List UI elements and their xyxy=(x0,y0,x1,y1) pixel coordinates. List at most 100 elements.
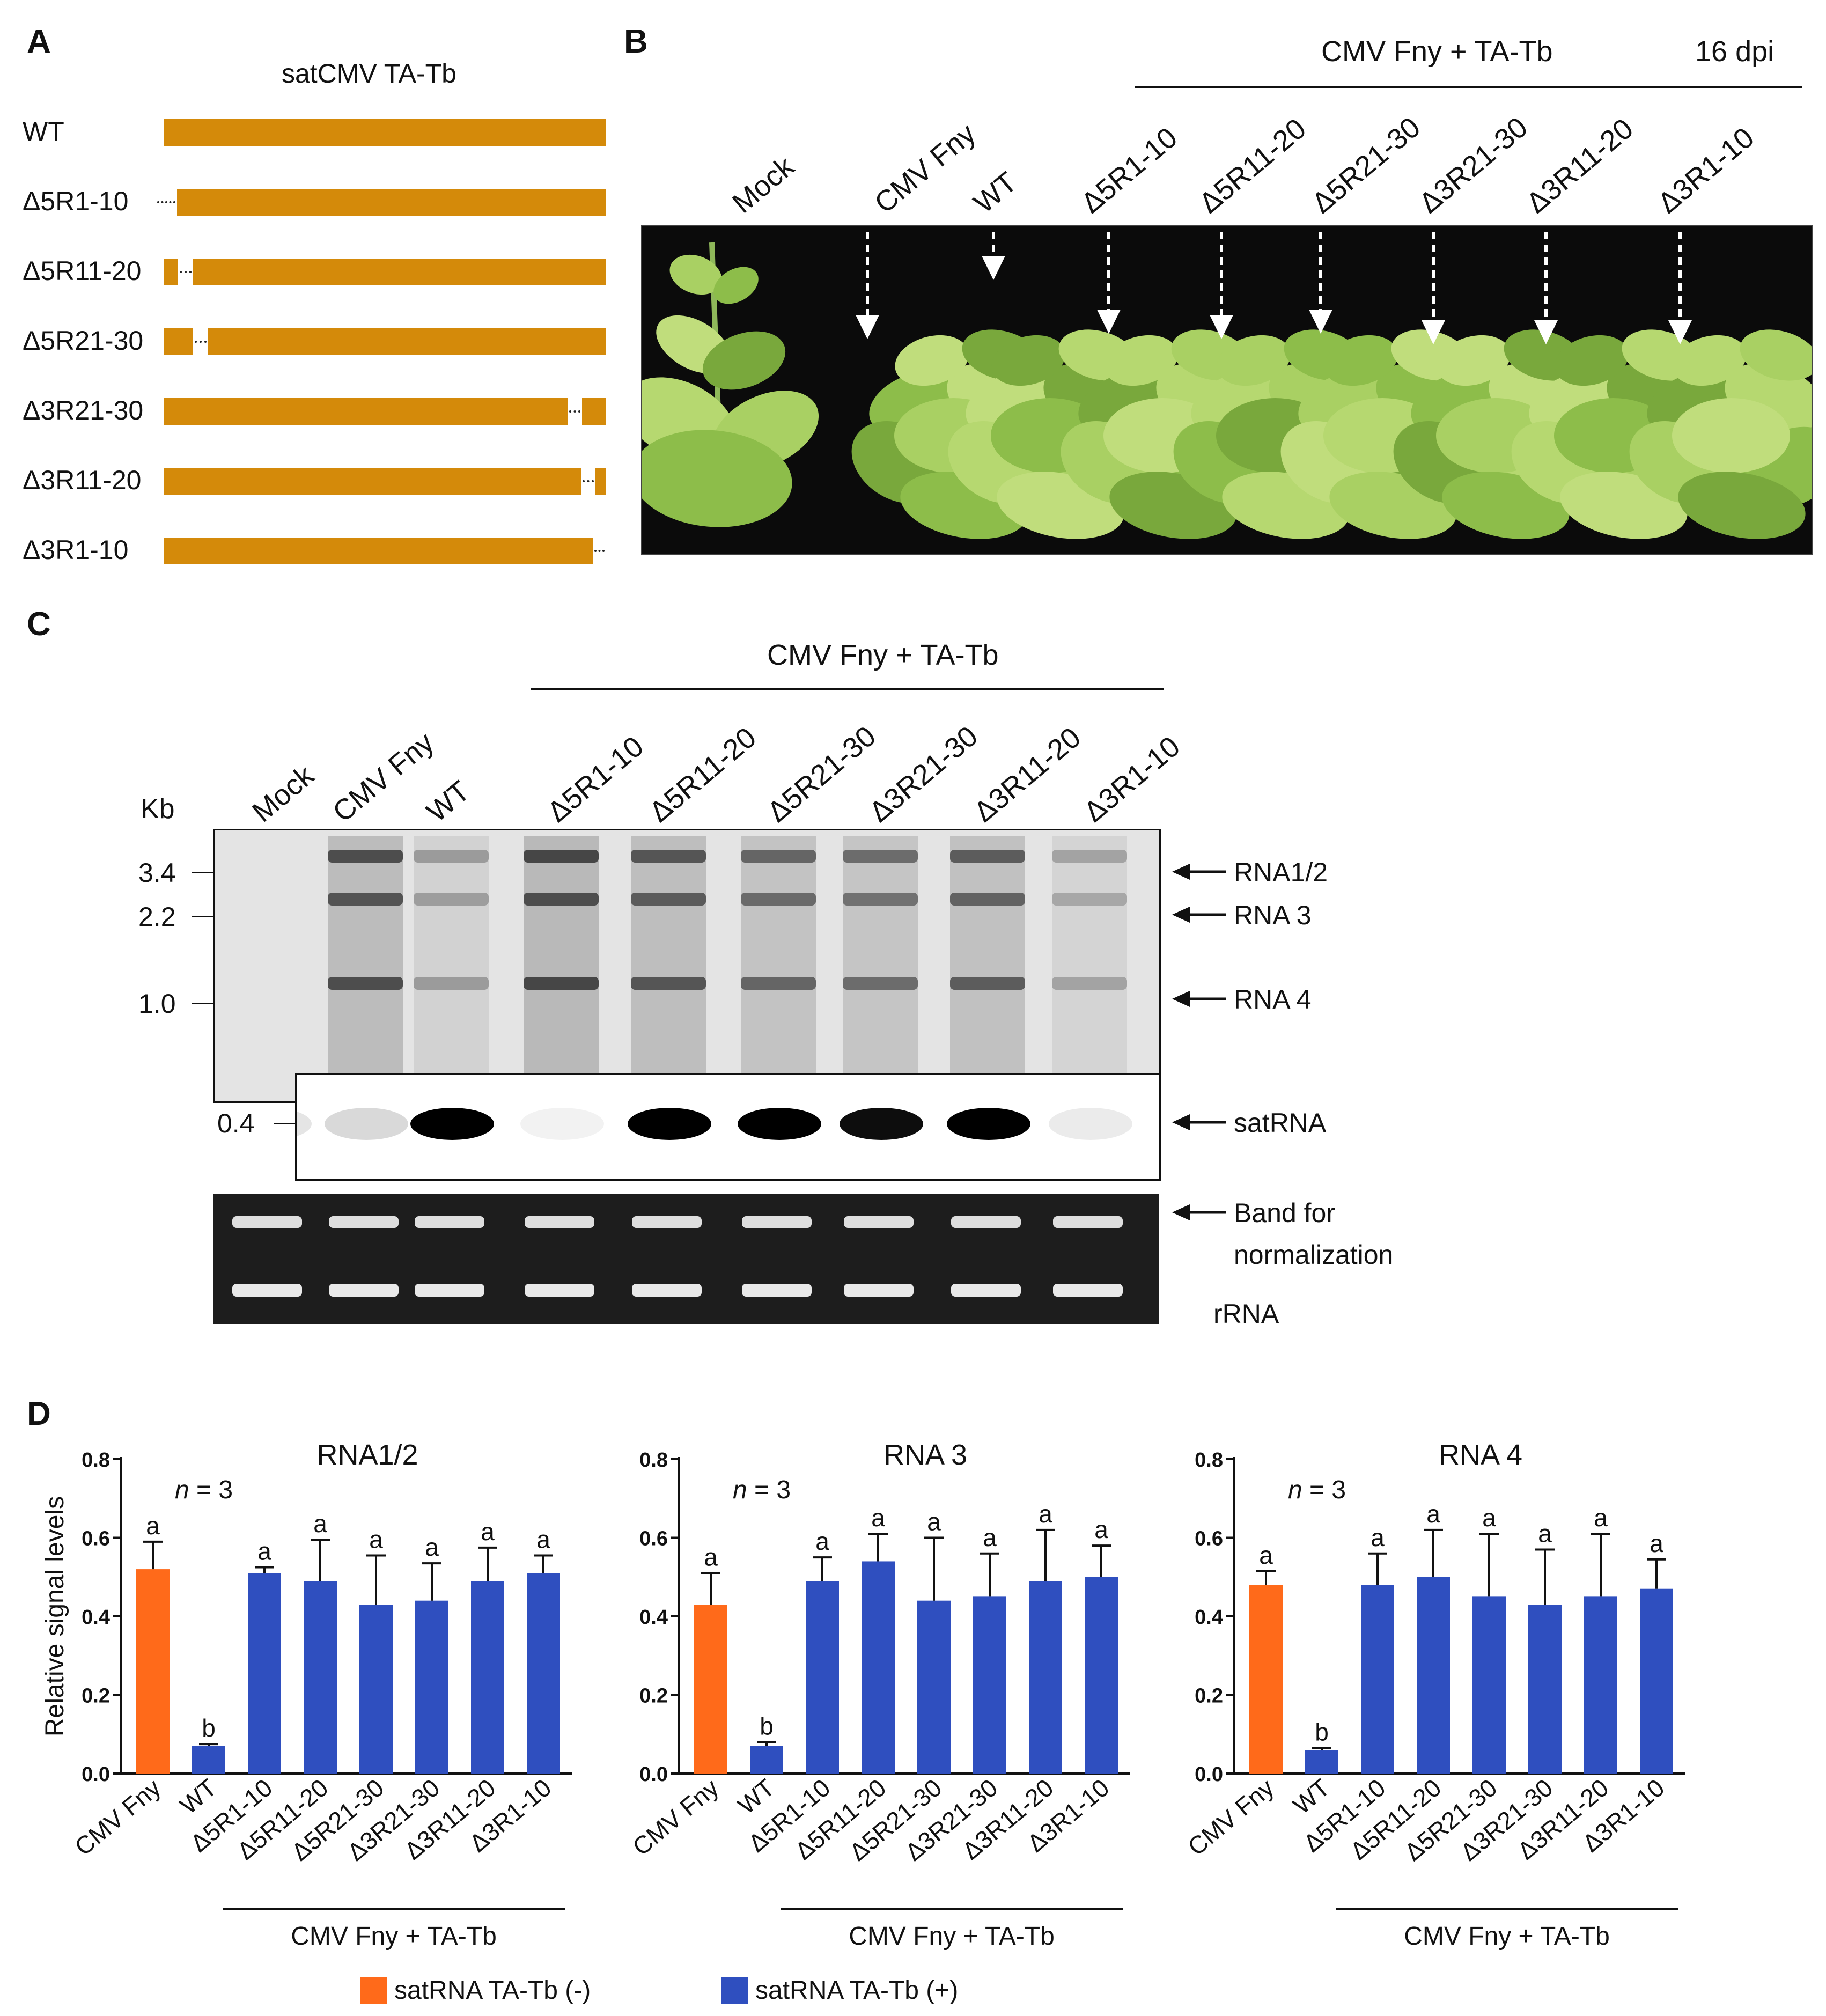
infected-leaf xyxy=(1324,335,1398,386)
significance-letter: a xyxy=(1538,1519,1552,1547)
significance-letter: a xyxy=(1426,1500,1440,1528)
rna-band xyxy=(414,977,489,990)
blot-lane-label-d5r1-10: Δ5R1-10 xyxy=(541,730,650,828)
category-label-cmv-fny: CMV Fny xyxy=(1182,1774,1279,1861)
significance-letter: a xyxy=(1482,1504,1496,1532)
blot-lane-label-mock: Mock xyxy=(246,759,320,829)
northern-blot-genomic-art xyxy=(328,836,1127,1093)
y-tick-label: 0.2 xyxy=(1195,1685,1223,1708)
plant-photo xyxy=(641,225,1813,555)
bar-d3r11-20 xyxy=(1584,1596,1617,1774)
lane-smear xyxy=(414,836,489,1093)
panel-b-group-line xyxy=(1135,86,1802,88)
lane-smear xyxy=(1052,836,1127,1093)
legend-label-plus: satRNA TA-Tb (+) xyxy=(755,1976,959,2005)
construct-bar-d5r11-20-1 xyxy=(193,259,606,285)
significance-letter: a xyxy=(257,1537,271,1565)
y-tick-label: 0.4 xyxy=(639,1606,668,1629)
legend-swatch-minus xyxy=(360,1977,387,2004)
marker-3-4: 3.4 xyxy=(138,858,176,888)
white-arrow-head xyxy=(1534,320,1558,344)
significance-letter: a xyxy=(1371,1524,1385,1551)
significance-letter: a xyxy=(536,1525,550,1553)
significance-letter: b xyxy=(1315,1718,1329,1746)
rrna-band-lower xyxy=(632,1284,702,1297)
blot-lane-label-wt: WT xyxy=(421,775,476,828)
satrna-band xyxy=(325,1108,408,1140)
chart-title: RNA1/2 xyxy=(316,1439,418,1471)
infected-leaf xyxy=(1673,335,1747,386)
rna-band xyxy=(950,893,1025,906)
legend-swatch-plus xyxy=(721,1977,748,2004)
y-tick-label: 0.8 xyxy=(82,1449,110,1471)
satrna-band xyxy=(947,1108,1030,1140)
y-tick-label: 0.4 xyxy=(1195,1606,1223,1629)
rrna-band-upper xyxy=(232,1216,302,1228)
rrna-band-upper xyxy=(951,1216,1021,1228)
white-arrow-head xyxy=(982,256,1005,280)
bar-d3r1-10 xyxy=(1640,1588,1673,1774)
rna-band xyxy=(328,893,403,906)
photo-lane-label-d3r21-30: Δ3R21-30 xyxy=(1413,111,1534,219)
y-tick-label: 0.8 xyxy=(1195,1449,1223,1471)
rna-band xyxy=(524,977,599,990)
significance-letter: a xyxy=(481,1518,495,1546)
northern-blot-genomic xyxy=(213,829,1161,1103)
mock-leaf xyxy=(642,430,792,527)
satrna-band xyxy=(297,1111,312,1137)
band-label-rna4: RNA 4 xyxy=(1234,984,1312,1014)
n-label-rest: = 3 xyxy=(747,1476,791,1504)
marker-tick-0-4 xyxy=(274,1123,295,1124)
rrna-band-lower xyxy=(525,1284,594,1297)
construct-label-d3r1-10: Δ3R1-10 xyxy=(23,535,129,565)
y-tick-label: 0.4 xyxy=(82,1606,110,1629)
rna-band xyxy=(1052,893,1127,906)
panel-a-title: satCMV TA-Tb xyxy=(282,58,456,89)
rna-band xyxy=(1052,977,1127,990)
white-arrow-head xyxy=(1309,310,1332,334)
bar-wt xyxy=(750,1746,783,1774)
category-label-cmv-fny: CMV Fny xyxy=(627,1774,724,1861)
deletion-gap-d5r11-20 xyxy=(180,271,192,273)
rrna-label: rRNA xyxy=(1213,1299,1279,1329)
kb-label: Kb xyxy=(141,793,175,825)
marker-tick-3-4 xyxy=(192,872,213,873)
deletion-gap-d5r1-10 xyxy=(157,201,175,203)
construct-bar-wt-0 xyxy=(164,119,606,146)
y-tick-label: 0.6 xyxy=(639,1528,668,1550)
rna-band xyxy=(950,850,1025,863)
bar-d5r11-20 xyxy=(1417,1577,1450,1774)
bar-d5r1-10 xyxy=(248,1573,281,1774)
n-label: n = 3 xyxy=(175,1476,233,1504)
significance-letter: a xyxy=(1094,1515,1108,1543)
rrna-band-upper xyxy=(632,1216,702,1228)
construct-label-d5r11-20: Δ5R11-20 xyxy=(23,256,142,286)
photo-lane-label-d3r1-10: Δ3R1-10 xyxy=(1652,121,1760,219)
deletion-gap-d5r21-30 xyxy=(195,341,207,343)
chart-title: RNA 4 xyxy=(1439,1439,1522,1471)
rrna-band-upper xyxy=(844,1216,914,1228)
bar-d5r21-30 xyxy=(917,1600,951,1774)
rrna-band-lower xyxy=(742,1284,812,1297)
blot-lane-label-d5r11-20: Δ5R11-20 xyxy=(643,721,762,828)
band-label-rna12: RNA1/2 xyxy=(1234,857,1328,887)
y-tick-label: 0.2 xyxy=(639,1685,668,1708)
rna-band xyxy=(741,850,816,863)
rna-band xyxy=(524,850,599,863)
n-label-italic: n xyxy=(733,1476,747,1504)
group-label: CMV Fny + TA-Tb xyxy=(291,1922,497,1951)
panel-b-group-label: CMV Fny + TA-Tb xyxy=(1321,35,1553,68)
bar-d3r21-30 xyxy=(415,1600,448,1774)
bar-d5r11-20 xyxy=(304,1581,337,1774)
bar-cmv-fny xyxy=(694,1605,727,1774)
rrna-gel-art xyxy=(232,1216,1123,1297)
bar-cmv-fny xyxy=(136,1569,170,1774)
y-tick-label: 0.0 xyxy=(639,1763,668,1786)
bar-wt xyxy=(192,1746,225,1774)
infected-leaf xyxy=(1104,335,1178,386)
n-label-rest: = 3 xyxy=(189,1476,233,1504)
band-arrows xyxy=(1172,864,1226,1220)
infected-leaf xyxy=(1437,335,1511,386)
bar-d3r21-30 xyxy=(1528,1605,1562,1774)
